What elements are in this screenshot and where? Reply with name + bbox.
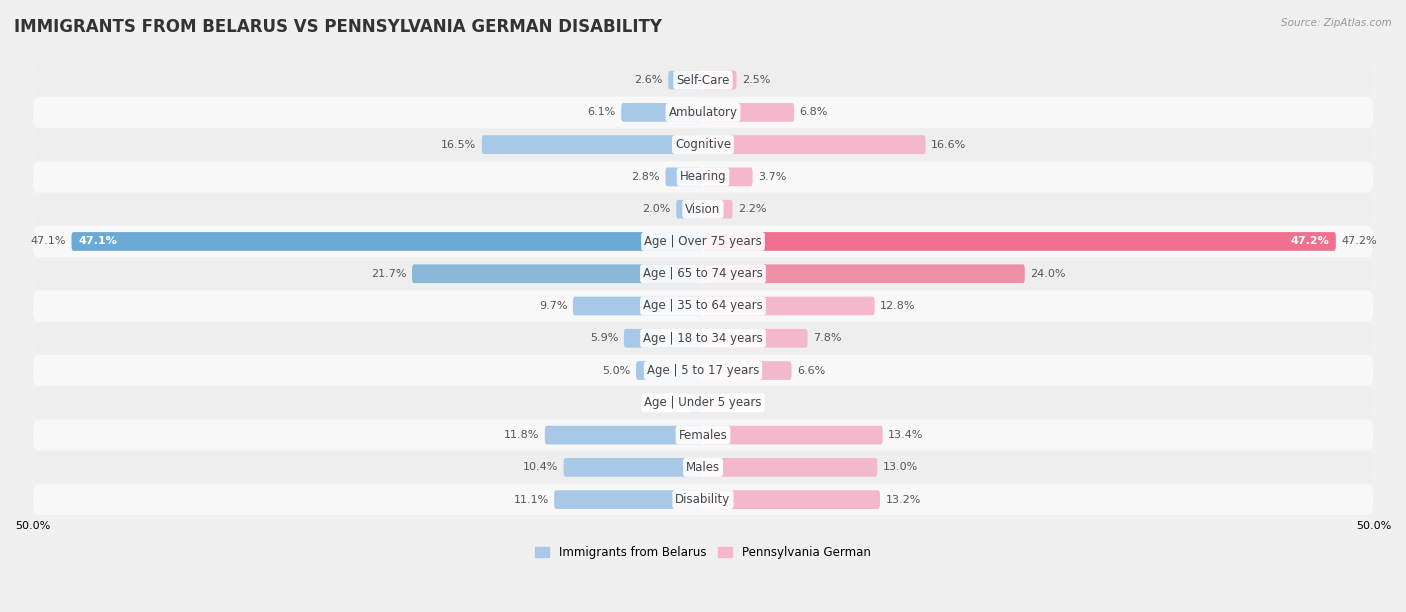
FancyBboxPatch shape — [544, 426, 703, 444]
FancyBboxPatch shape — [703, 71, 737, 89]
FancyBboxPatch shape — [32, 129, 1374, 160]
Text: 5.9%: 5.9% — [591, 334, 619, 343]
FancyBboxPatch shape — [703, 103, 794, 122]
Text: Age | 5 to 17 years: Age | 5 to 17 years — [647, 364, 759, 377]
Text: Source: ZipAtlas.com: Source: ZipAtlas.com — [1281, 18, 1392, 28]
Text: Males: Males — [686, 461, 720, 474]
FancyBboxPatch shape — [636, 361, 703, 380]
Text: 16.5%: 16.5% — [441, 140, 477, 150]
Text: IMMIGRANTS FROM BELARUS VS PENNSYLVANIA GERMAN DISABILITY: IMMIGRANTS FROM BELARUS VS PENNSYLVANIA … — [14, 18, 662, 36]
FancyBboxPatch shape — [32, 291, 1374, 321]
FancyBboxPatch shape — [32, 193, 1374, 225]
FancyBboxPatch shape — [703, 200, 733, 218]
FancyBboxPatch shape — [703, 329, 807, 348]
FancyBboxPatch shape — [32, 484, 1374, 515]
Text: 47.1%: 47.1% — [79, 236, 117, 247]
Text: 21.7%: 21.7% — [371, 269, 406, 278]
Text: Vision: Vision — [685, 203, 721, 215]
FancyBboxPatch shape — [32, 65, 1374, 95]
Text: 1.0%: 1.0% — [657, 398, 685, 408]
Text: Age | 18 to 34 years: Age | 18 to 34 years — [643, 332, 763, 345]
Text: 2.6%: 2.6% — [634, 75, 662, 85]
Text: Disability: Disability — [675, 493, 731, 506]
Text: 1.9%: 1.9% — [734, 398, 762, 408]
Text: Hearing: Hearing — [679, 170, 727, 184]
Text: 13.0%: 13.0% — [883, 462, 918, 472]
FancyBboxPatch shape — [32, 97, 1374, 128]
Text: Self-Care: Self-Care — [676, 73, 730, 86]
FancyBboxPatch shape — [703, 490, 880, 509]
FancyBboxPatch shape — [32, 355, 1374, 386]
FancyBboxPatch shape — [665, 168, 703, 186]
Text: 47.1%: 47.1% — [31, 236, 66, 247]
FancyBboxPatch shape — [703, 426, 883, 444]
FancyBboxPatch shape — [689, 394, 703, 412]
Text: Age | Over 75 years: Age | Over 75 years — [644, 235, 762, 248]
FancyBboxPatch shape — [624, 329, 703, 348]
Text: Ambulatory: Ambulatory — [668, 106, 738, 119]
FancyBboxPatch shape — [703, 135, 925, 154]
Text: 2.8%: 2.8% — [631, 172, 659, 182]
Text: Age | Under 5 years: Age | Under 5 years — [644, 397, 762, 409]
Text: 3.7%: 3.7% — [758, 172, 786, 182]
Text: 16.6%: 16.6% — [931, 140, 966, 150]
FancyBboxPatch shape — [564, 458, 703, 477]
FancyBboxPatch shape — [703, 297, 875, 315]
FancyBboxPatch shape — [668, 71, 703, 89]
FancyBboxPatch shape — [703, 168, 752, 186]
FancyBboxPatch shape — [554, 490, 703, 509]
FancyBboxPatch shape — [482, 135, 703, 154]
Text: Age | 65 to 74 years: Age | 65 to 74 years — [643, 267, 763, 280]
Text: 7.8%: 7.8% — [813, 334, 841, 343]
Text: Cognitive: Cognitive — [675, 138, 731, 151]
Text: 9.7%: 9.7% — [538, 301, 568, 311]
Text: 6.8%: 6.8% — [800, 107, 828, 118]
FancyBboxPatch shape — [703, 361, 792, 380]
FancyBboxPatch shape — [676, 200, 703, 218]
FancyBboxPatch shape — [703, 394, 728, 412]
Text: 6.6%: 6.6% — [797, 365, 825, 376]
FancyBboxPatch shape — [32, 323, 1374, 354]
FancyBboxPatch shape — [703, 458, 877, 477]
Text: 11.8%: 11.8% — [505, 430, 540, 440]
Text: 5.0%: 5.0% — [602, 365, 631, 376]
Text: 2.5%: 2.5% — [742, 75, 770, 85]
Text: 13.4%: 13.4% — [889, 430, 924, 440]
Legend: Immigrants from Belarus, Pennsylvania German: Immigrants from Belarus, Pennsylvania Ge… — [530, 542, 876, 564]
Text: 6.1%: 6.1% — [588, 107, 616, 118]
Text: 12.8%: 12.8% — [880, 301, 915, 311]
FancyBboxPatch shape — [703, 264, 1025, 283]
FancyBboxPatch shape — [574, 297, 703, 315]
Text: 13.2%: 13.2% — [886, 494, 921, 505]
FancyBboxPatch shape — [703, 232, 1336, 251]
FancyBboxPatch shape — [32, 226, 1374, 257]
FancyBboxPatch shape — [412, 264, 703, 283]
Text: 24.0%: 24.0% — [1031, 269, 1066, 278]
Text: 47.2%: 47.2% — [1291, 236, 1329, 247]
FancyBboxPatch shape — [32, 452, 1374, 483]
Text: 11.1%: 11.1% — [513, 494, 548, 505]
Text: 10.4%: 10.4% — [523, 462, 558, 472]
FancyBboxPatch shape — [32, 162, 1374, 192]
FancyBboxPatch shape — [72, 232, 703, 251]
Text: 2.0%: 2.0% — [643, 204, 671, 214]
Text: 47.2%: 47.2% — [1341, 236, 1376, 247]
FancyBboxPatch shape — [32, 387, 1374, 418]
Text: Females: Females — [679, 428, 727, 442]
Text: 2.2%: 2.2% — [738, 204, 766, 214]
FancyBboxPatch shape — [32, 420, 1374, 450]
FancyBboxPatch shape — [32, 258, 1374, 289]
FancyBboxPatch shape — [621, 103, 703, 122]
Text: Age | 35 to 64 years: Age | 35 to 64 years — [643, 299, 763, 313]
